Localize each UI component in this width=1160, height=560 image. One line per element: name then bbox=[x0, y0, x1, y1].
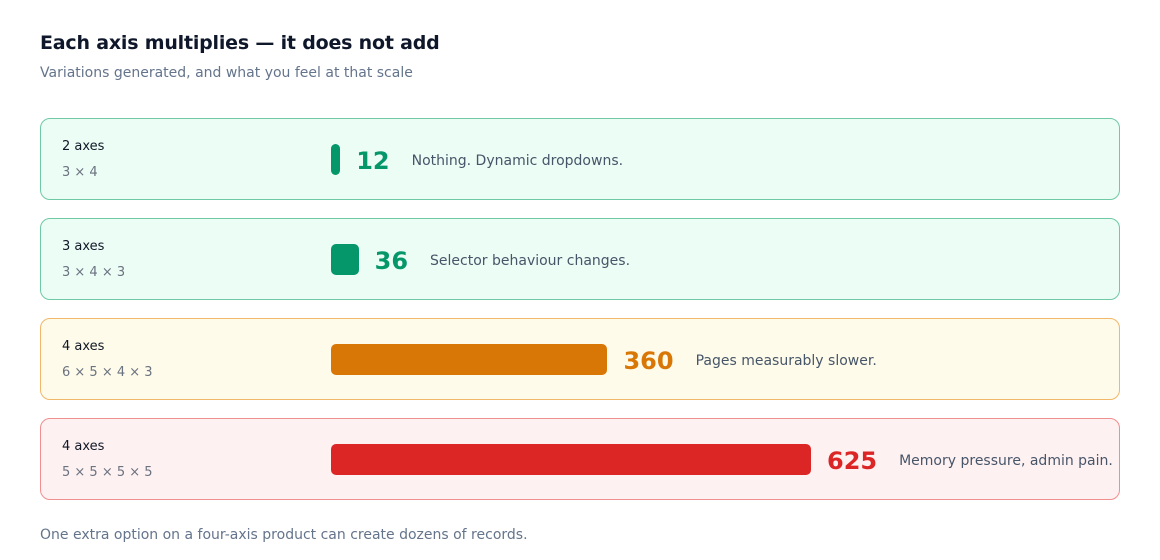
axes-formula: 3 × 4 bbox=[62, 165, 98, 180]
variation-note: Selector behaviour changes. bbox=[430, 253, 631, 269]
variation-count-label: 12 bbox=[356, 147, 390, 175]
variation-bar bbox=[331, 444, 811, 475]
axes-formula: 3 × 4 × 3 bbox=[62, 265, 126, 280]
variation-count-label: 625 bbox=[827, 447, 878, 475]
axes-formula: 6 × 5 × 4 × 3 bbox=[62, 365, 153, 380]
variation-row: 4 axes 6 × 5 × 4 × 3 360 Pages measurably s… bbox=[40, 318, 1120, 400]
axes-count-label: 2 axes bbox=[62, 139, 105, 154]
chart-rows: 2 axes 3 × 4 12 Nothing. Dynamic dropdowns.… bbox=[40, 118, 1120, 518]
variation-row: 4 axes 5 × 5 × 5 × 5 625 Memory pressure, a… bbox=[40, 418, 1120, 500]
variation-bar bbox=[331, 144, 341, 175]
chart-title: Each axis multiplies — it does not add bbox=[40, 32, 440, 54]
chart-subtitle: Variations generated, and what you feel … bbox=[40, 65, 413, 81]
variation-note: Memory pressure, admin pain. bbox=[899, 453, 1113, 469]
axes-count-label: 4 axes bbox=[62, 339, 105, 354]
axes-formula: 5 × 5 × 5 × 5 bbox=[62, 465, 153, 480]
variation-note: Pages measurably slower. bbox=[695, 353, 877, 369]
variation-count-label: 36 bbox=[374, 247, 409, 275]
variation-bar bbox=[331, 344, 608, 375]
variation-count-label: 360 bbox=[623, 347, 674, 375]
variation-row: 3 axes 3 × 4 × 3 36 Selector behaviour chan… bbox=[40, 218, 1120, 300]
footer-note: One extra option on a four-axis product … bbox=[40, 527, 528, 543]
axes-count-label: 3 axes bbox=[62, 239, 105, 254]
variation-note: Nothing. Dynamic dropdowns. bbox=[411, 153, 624, 169]
variation-row: 2 axes 3 × 4 12 Nothing. Dynamic dropdowns. bbox=[40, 118, 1120, 200]
axes-count-label: 4 axes bbox=[62, 439, 105, 454]
variation-bar bbox=[331, 244, 359, 275]
